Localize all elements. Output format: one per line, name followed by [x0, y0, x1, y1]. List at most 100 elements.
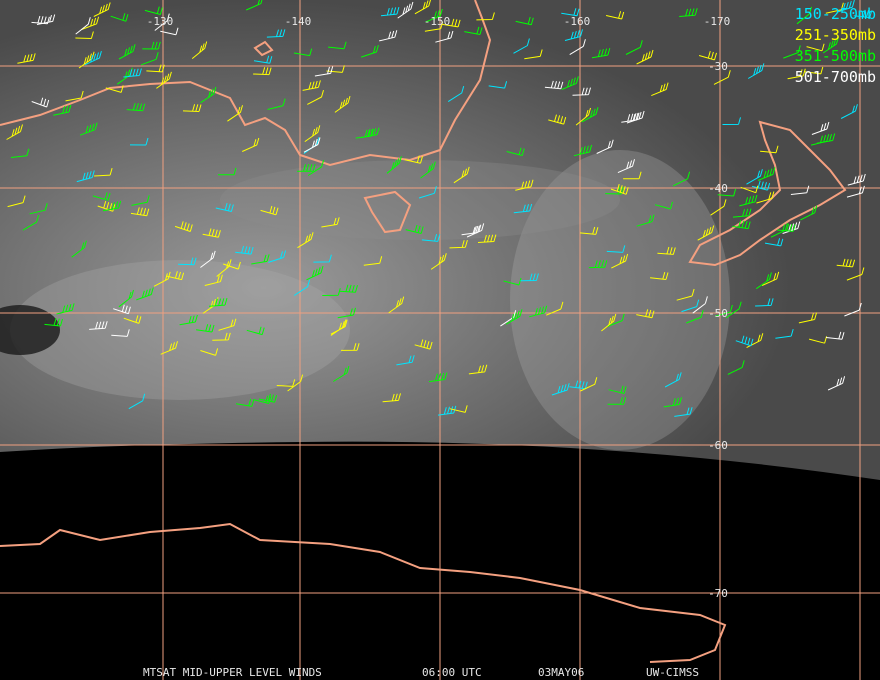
latitude-label: -30 — [708, 60, 728, 73]
wind-barb — [676, 288, 695, 301]
wind-barb — [146, 64, 165, 73]
wind-barb — [314, 66, 334, 77]
wind-barb — [804, 66, 824, 75]
dark-eye — [0, 305, 60, 355]
wind-barb — [22, 214, 40, 231]
wind-barb — [588, 260, 608, 269]
wind-barb — [126, 102, 146, 112]
wind-barb — [268, 250, 287, 263]
wind-barb — [447, 85, 465, 103]
wind-barb — [154, 13, 170, 31]
wind-barb — [775, 328, 794, 339]
cloud-band — [10, 260, 350, 400]
wind-barb — [380, 6, 400, 17]
wind-barb — [204, 274, 223, 286]
wind-barb — [156, 71, 172, 89]
wind-barb — [717, 188, 737, 197]
wind-barb — [424, 21, 444, 32]
wind-barb — [75, 17, 91, 35]
wind-barb — [611, 253, 629, 269]
wind-barb — [607, 313, 625, 327]
wind-barb — [7, 195, 26, 208]
wind-barb — [196, 324, 215, 333]
wind-barb — [740, 185, 759, 194]
wind-barb — [253, 395, 272, 404]
wind-barb — [506, 147, 525, 156]
wind-barbs — [6, 0, 873, 417]
footer-time: 06:00 UTC — [422, 666, 482, 679]
wind-barb — [847, 173, 866, 186]
wind-barb — [267, 98, 286, 110]
wind-barb — [606, 245, 626, 253]
wind-barb — [333, 365, 350, 382]
wind-barb — [111, 329, 130, 337]
legend: 150-250mb 251-350mb 351-500mb 501-700mb — [795, 5, 876, 86]
wind-barb — [853, 9, 873, 19]
wind-barb — [94, 167, 113, 177]
wind-barb — [200, 86, 217, 104]
wind-barb — [388, 296, 405, 314]
wind-barb — [468, 364, 488, 375]
wind-barb — [123, 68, 142, 78]
wind-barb — [572, 87, 591, 96]
wind-barb — [31, 97, 50, 108]
wind-barb — [216, 259, 232, 277]
wind-barb — [293, 279, 311, 296]
wind-barb — [414, 0, 432, 15]
wind-barb — [129, 137, 149, 146]
wind-barb — [266, 29, 286, 38]
legend-entry: 251-350mb — [795, 26, 876, 44]
wind-barb — [382, 393, 401, 403]
wind-barb — [756, 272, 772, 290]
wind-barb — [453, 166, 470, 184]
wind-barb — [110, 13, 129, 22]
wind-barb — [746, 333, 764, 349]
wind-barb — [334, 95, 351, 113]
wind-barb — [672, 171, 691, 187]
wind-barb — [681, 299, 700, 313]
wind-barb — [625, 40, 643, 55]
wind-barb — [191, 41, 208, 59]
wind-barb — [674, 407, 693, 417]
wind-barb — [31, 15, 50, 25]
wind-barb — [608, 385, 627, 394]
wind-barb — [136, 287, 154, 301]
wind-barb — [404, 155, 423, 164]
wind-barb — [461, 225, 480, 236]
wind-barb — [302, 80, 321, 91]
wind-barb — [208, 297, 228, 307]
wind-barb — [396, 355, 415, 366]
wind-barb — [822, 36, 839, 54]
wind-barb — [732, 220, 751, 230]
wind-barb — [246, 326, 265, 336]
latitude-label: -50 — [708, 307, 728, 320]
new-zealand-coast — [688, 120, 847, 267]
wind-barb — [307, 159, 325, 176]
longitude-label: -170 — [704, 15, 731, 28]
wind-barb — [449, 405, 468, 413]
wind-barb — [520, 273, 539, 282]
wind-barb — [328, 41, 347, 50]
wind-barb — [297, 164, 316, 172]
wind-barb — [142, 41, 161, 50]
wind-barb — [276, 379, 296, 387]
wind-barb — [131, 195, 150, 206]
wind-barb — [573, 144, 593, 157]
wind-barb — [551, 383, 570, 396]
wind-barb — [846, 185, 865, 198]
wind-barb — [732, 208, 752, 218]
wind-barb — [654, 201, 673, 210]
wind-barb — [306, 265, 324, 281]
wind-barb — [313, 254, 332, 263]
wind-barb — [710, 199, 727, 216]
wind-barb — [123, 315, 142, 324]
wind-barb — [200, 348, 219, 356]
wind-barb — [428, 372, 448, 383]
wind-barb — [569, 380, 588, 390]
wind-barb — [215, 202, 234, 212]
wind-barb — [777, 223, 796, 232]
wind-barb — [544, 80, 564, 90]
longitude-label: -140 — [285, 15, 312, 28]
wind-barb — [179, 314, 198, 326]
legend-entry: 501-700mb — [795, 68, 876, 86]
